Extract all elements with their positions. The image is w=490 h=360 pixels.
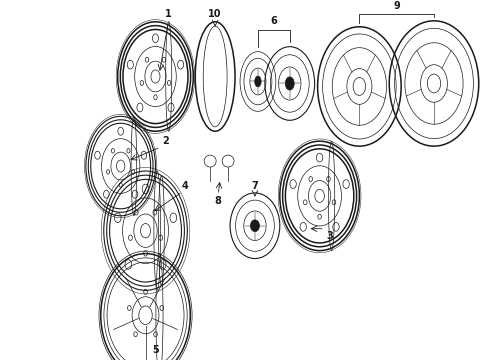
Text: 8: 8 xyxy=(215,196,221,206)
Text: 7: 7 xyxy=(251,181,258,191)
Text: 10: 10 xyxy=(208,9,222,19)
Text: 4: 4 xyxy=(182,181,189,191)
Text: 6: 6 xyxy=(270,16,277,26)
Text: 5: 5 xyxy=(152,345,159,355)
Text: 3: 3 xyxy=(326,231,333,241)
Text: 9: 9 xyxy=(393,1,400,11)
Text: 1: 1 xyxy=(165,9,172,19)
Ellipse shape xyxy=(285,77,294,90)
Text: 2: 2 xyxy=(162,136,169,146)
Ellipse shape xyxy=(250,220,259,231)
Ellipse shape xyxy=(255,76,261,87)
